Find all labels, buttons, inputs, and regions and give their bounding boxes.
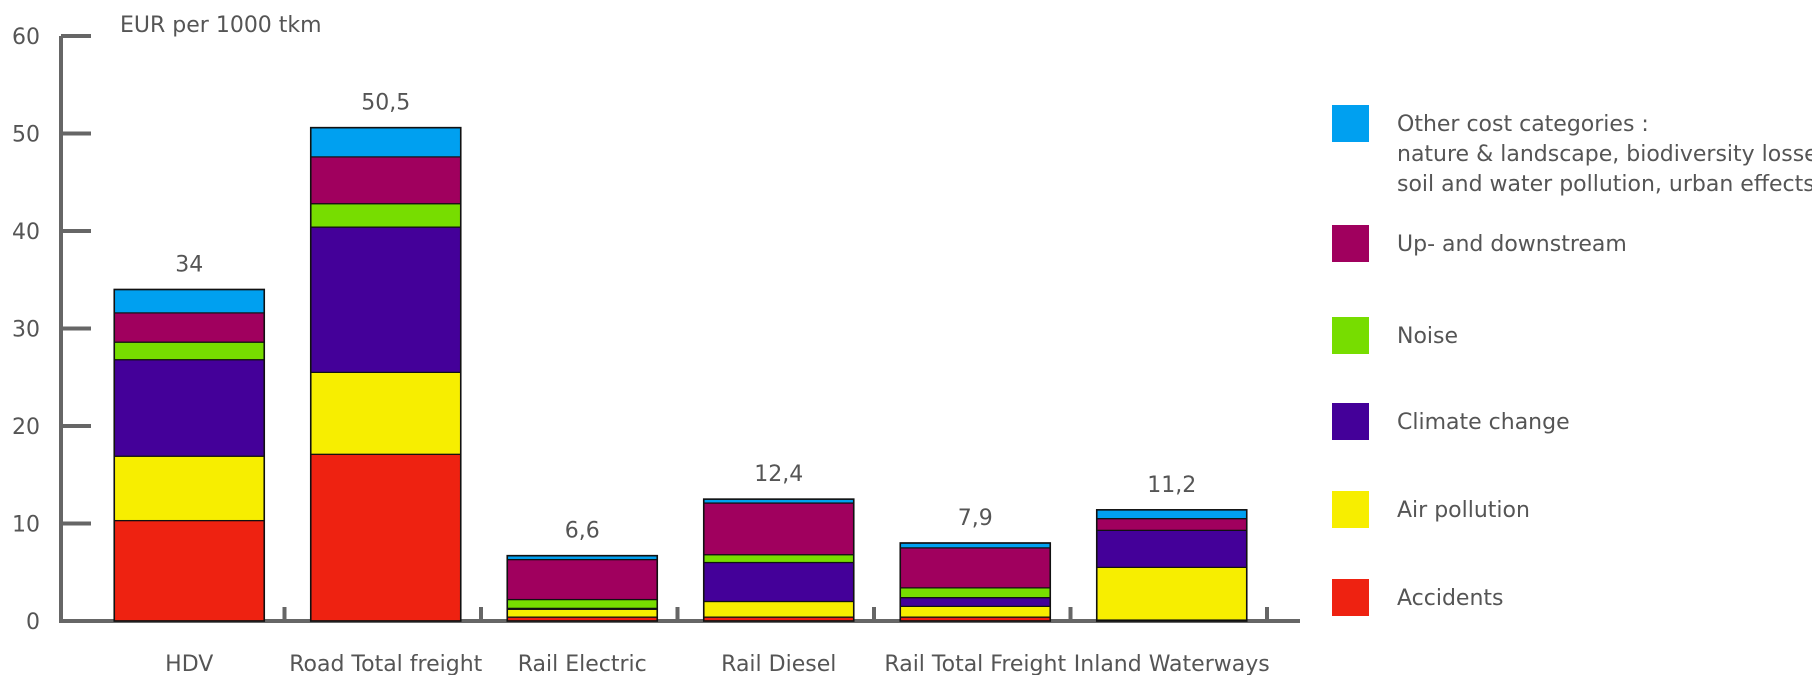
y-tick-label: 60 [12, 25, 40, 50]
category-label: Inland Waterways [1074, 652, 1270, 675]
legend-label: Other cost categories : nature & landscap… [1397, 110, 1812, 200]
bar-segment [310, 156, 462, 205]
legend-label-line: Climate change [1397, 410, 1570, 435]
labels: 34 HDV 50,5 Road Total freight 6,6 Rail Elect… [165, 91, 1270, 675]
bar-segment [1096, 566, 1248, 621]
bar-total-label: 34 [175, 253, 203, 278]
y-axis-label: EUR per 1000 tkm [120, 13, 322, 38]
legend-label-line: nature & landscape, biodiversity losses, [1397, 142, 1812, 167]
category-label: Rail Total Freight [884, 652, 1066, 675]
legend-swatch [1332, 317, 1369, 354]
bar-total-label: 12,4 [754, 462, 803, 487]
bar-segment [899, 596, 1051, 607]
y-tick-label: 10 [12, 513, 40, 538]
bar-segment [113, 359, 265, 457]
legend-label: Air pollution [1397, 496, 1530, 526]
legend-swatch [1332, 403, 1369, 440]
legend-label-line: Air pollution [1397, 498, 1530, 523]
stacked-bar-chart: EUR per 1000 tkm 0 10 20 30 40 50 60 34 HDV 50,5… [12, 13, 1300, 675]
bar-segment [506, 608, 658, 618]
bar-segment [899, 547, 1051, 589]
bar-segment [703, 554, 855, 564]
legend-label-line: Up- and downstream [1397, 232, 1627, 257]
y-tick-label: 0 [26, 610, 40, 635]
legend-label: Noise [1397, 322, 1458, 352]
bar-outline [899, 542, 1052, 622]
category-label: Rail Diesel [721, 652, 836, 675]
category-label: Rail Electric [518, 652, 647, 675]
bar-outline [702, 498, 855, 622]
category-label: HDV [165, 652, 213, 675]
bar-segment [899, 587, 1051, 599]
bar-segment [703, 600, 855, 618]
y-tick-label: 20 [12, 415, 40, 440]
bar-segment [310, 371, 462, 455]
legend-label: Climate change [1397, 408, 1570, 438]
bar-segment [703, 561, 855, 603]
bar-outline [309, 126, 462, 622]
bar-segment [113, 312, 265, 343]
bar-segment [506, 558, 658, 601]
legend-swatch [1332, 225, 1369, 262]
category-label: Road Total freight [289, 652, 482, 675]
legend-label-line: soil and water pollution, urban effects [1397, 172, 1812, 197]
y-tick-label: 30 [12, 318, 40, 343]
bar-segment [310, 226, 462, 373]
bar-total-label: 7,9 [958, 506, 993, 531]
y-tick-label: 50 [12, 123, 40, 148]
bar-total-label: 11,2 [1147, 473, 1196, 498]
bar-total-label: 6,6 [565, 519, 600, 544]
bar-segment [113, 455, 265, 522]
axes: 0 10 20 30 40 50 60 [12, 25, 1300, 635]
bar-segment [1096, 518, 1248, 531]
legend-label-line: Noise [1397, 324, 1459, 349]
legend-swatch [1332, 105, 1369, 142]
bars [113, 126, 1248, 622]
bar-outline [506, 554, 659, 622]
bar-segment [703, 502, 855, 556]
bar-segment [506, 598, 658, 609]
legend-label: Accidents [1397, 584, 1504, 614]
bar-segment [113, 288, 265, 314]
legend-label-line: Accidents [1397, 586, 1504, 611]
bar-segment [113, 519, 265, 622]
bar-outline [113, 288, 266, 622]
y-tick-label: 40 [12, 220, 40, 245]
bar-segment [310, 203, 462, 228]
bar-outline [1095, 509, 1248, 622]
bar-segment [899, 605, 1051, 618]
bar-total-label: 50,5 [361, 91, 410, 116]
bar-segment [113, 341, 265, 361]
legend-label: Up- and downstream [1397, 230, 1627, 260]
bar-segment [1096, 529, 1248, 568]
bar-segment [310, 127, 462, 158]
bar-segment [1096, 509, 1248, 520]
legend-swatch [1332, 579, 1369, 616]
legend-label-line: Other cost categories : [1397, 112, 1649, 137]
bar-segment [310, 453, 462, 622]
legend-swatch [1332, 491, 1369, 528]
